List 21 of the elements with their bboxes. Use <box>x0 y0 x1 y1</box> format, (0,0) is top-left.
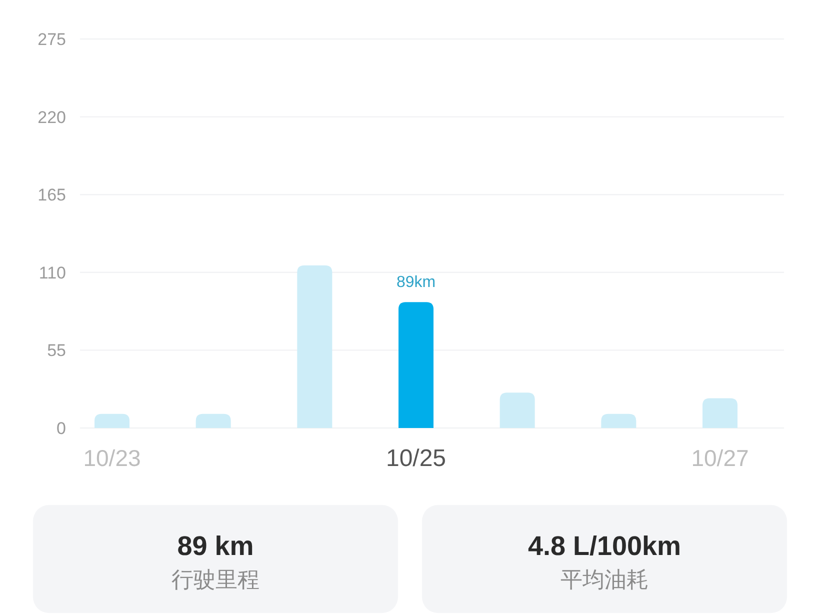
bar <box>500 392 535 428</box>
text: 平均油耗 <box>560 567 648 592</box>
bar <box>398 302 434 428</box>
bar <box>297 265 332 428</box>
text: 行驶里程 <box>172 567 260 592</box>
text: 4.8 L/100km <box>528 531 682 561</box>
bar <box>94 414 130 428</box>
y-tick-label: 220 <box>38 108 66 127</box>
y-tick-label: 0 <box>56 418 66 438</box>
bar <box>702 398 738 428</box>
x-tick-label: 10/25 <box>386 445 446 472</box>
y-tick-label: 55 <box>47 341 66 360</box>
x-tick-label: 10/23 <box>83 445 141 471</box>
bar <box>196 414 231 428</box>
data-label: 89km <box>396 274 436 292</box>
y-tick-label: 110 <box>38 263 66 282</box>
x-tick-label: 10/27 <box>691 445 749 471</box>
y-tick-label: 165 <box>38 186 66 205</box>
bar <box>601 414 636 428</box>
text: 89 km <box>177 531 254 561</box>
y-tick-label: 275 <box>38 30 66 49</box>
